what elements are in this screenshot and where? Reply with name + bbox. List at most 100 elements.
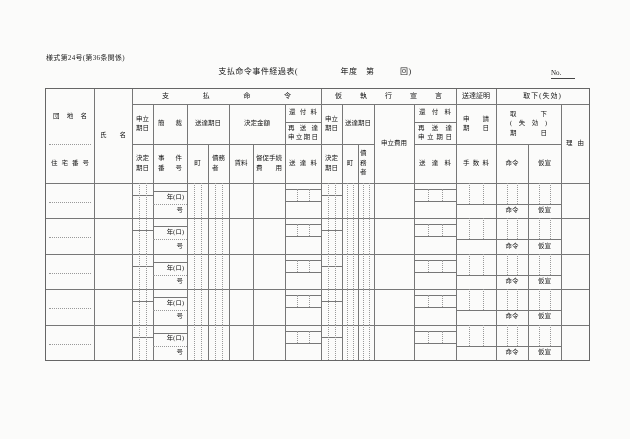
col-rent: 賃料 [234,159,248,167]
provisional-label: 仮宣 [538,242,551,250]
grid-line [146,253,147,290]
grid-line [187,104,188,360]
grid-line [517,289,519,311]
col-payment-reservice-date: 再送達 申立期日 [288,124,318,141]
grid-line [414,236,456,238]
col-application-date: 申請 期日 [463,115,489,132]
grid-line [146,183,147,219]
provisional-label: 仮宣 [538,348,551,356]
grid-line [482,289,484,311]
grid-line [456,239,561,241]
grid-line [201,183,202,219]
case-year-label: 年(ロ) [166,335,184,343]
grid-line [342,104,343,360]
grid-line [328,324,329,360]
grid-line [550,218,551,240]
grid-line [539,218,540,240]
grid-line [428,189,429,201]
grid-line [153,226,187,228]
grid-line [482,324,484,346]
col-house-number: 住宅番号 [51,159,89,167]
grid-line [49,202,91,203]
grid-line [363,183,365,219]
grid-line [194,218,195,254]
col-prov-decision-date: 決定 期日 [325,155,338,172]
grid-line [285,330,321,332]
grid-line [215,324,216,360]
grid-line [328,253,329,290]
grid-line [285,295,321,297]
grid-line [194,183,195,219]
grid-line [132,195,153,196]
provisional-label: 仮宣 [538,313,551,321]
grid-line [321,301,342,303]
case-number-label: 号 [176,207,184,215]
grid-line [201,324,202,360]
grid-line [469,218,471,240]
grid-line [352,324,354,360]
grid-line [309,330,310,343]
grid-line [456,345,561,347]
col-payment-service-fee: 送達料 [289,159,317,167]
grid-line [285,224,321,226]
col-prov-debtor: 債務 者 [360,150,367,177]
grid-line [363,218,365,254]
case-year-label: 年(ロ) [166,264,184,272]
grid-line [49,272,91,274]
grid-line [363,289,365,325]
grid-line [321,89,322,360]
grid-line [414,307,456,309]
grid-line [94,89,95,360]
grid-line [368,289,370,325]
grid-line [352,218,354,254]
grid-line [285,259,321,261]
grid-line [469,289,471,311]
grid-line [506,183,508,204]
provisional-label: 仮宣 [538,207,551,215]
grid-line [132,230,153,232]
col-reason: 理由 [566,139,584,147]
grid-line [153,310,187,312]
grid-line [347,253,349,290]
grid-line [139,183,140,219]
grid-line [285,236,321,238]
grid-line [285,104,286,360]
grid-line [222,183,223,219]
grid-line [506,253,508,275]
grid-line [456,310,561,312]
order-label: 命令 [505,278,519,286]
grid-line [414,189,456,190]
grid-line [153,332,187,334]
form-number: 様式第24号(第36条関係) [46,54,125,62]
grid-line [139,218,140,254]
col-decision-amount: 決定金額 [244,120,270,128]
grid-line [153,239,187,241]
col-payment-service-date: 送達期日 [195,120,221,128]
grid-line [469,253,471,275]
col-withdrawal-date: 取下 (失効) 期日 [510,110,547,137]
grid-line [297,330,298,343]
grid-line [456,204,561,205]
col-case-number: 事件 番号 [158,155,182,172]
grid-line [414,271,456,273]
grid-line [153,297,187,299]
grid-line [132,301,153,303]
grid-line [517,324,519,346]
grid-line [222,218,223,254]
col-prov-service-date: 送達期日 [345,120,371,128]
grid-line [132,144,374,145]
grid-line [215,289,216,325]
grid-line [201,218,202,254]
grid-line [482,253,484,275]
case-number-label: 号 [176,242,184,250]
grid-line [335,183,336,219]
group-payment-order: 支払命令 [162,92,291,101]
grid-line [352,253,354,290]
grid-line [561,104,562,360]
grid-line [215,253,216,290]
grid-line [550,253,551,275]
grid-line [335,289,336,325]
progress-table: 団地名 住宅番号 氏名 支払命令 仮執行宣言 送達証明 取下(失効) 申立 期日… [45,88,590,361]
grid-line [49,308,91,310]
grid-line [194,253,195,290]
